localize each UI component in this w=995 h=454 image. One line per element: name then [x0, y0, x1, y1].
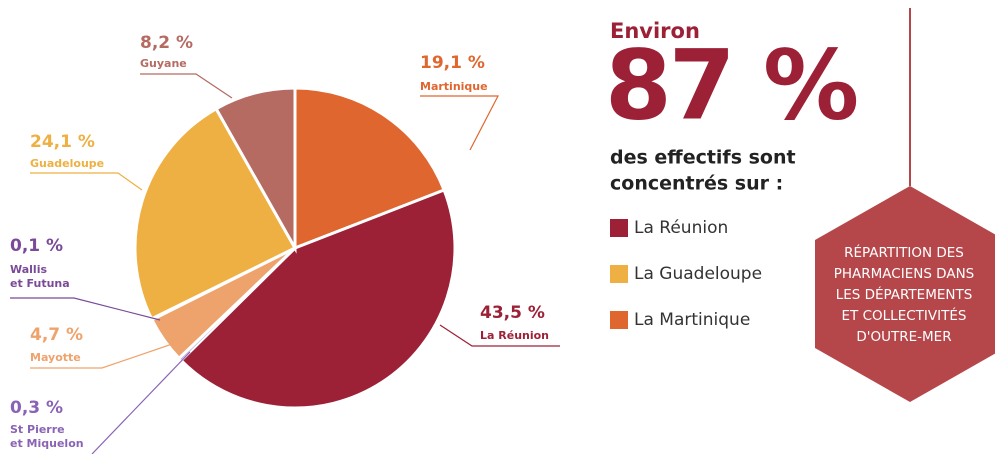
- value-label: 19,1 %: [420, 53, 485, 73]
- badge-line-text: LES DÉPARTEMENTS: [836, 286, 973, 303]
- pie-slice: [179, 188, 457, 410]
- pie-slice: [133, 106, 298, 321]
- pie-slice: [214, 86, 297, 254]
- category-label: St Pierre et Miquelon: [10, 423, 84, 450]
- legend-swatch: [610, 311, 628, 329]
- legend: La Réunion La Guadeloupe La Martinique: [610, 218, 762, 330]
- headline-line: concentrés sur :: [610, 173, 783, 195]
- category-label: Martinique: [420, 80, 488, 93]
- legend-label: La Guadeloupe: [634, 264, 762, 284]
- value-label: 4,7 %: [30, 325, 83, 345]
- value-label: 8,2 %: [140, 33, 193, 53]
- category-label: Guyane: [140, 57, 187, 70]
- value-label: 43,5 %: [480, 303, 545, 323]
- legend-swatch: [610, 265, 628, 283]
- leader-line: [10, 297, 161, 321]
- leader-line: [91, 351, 191, 454]
- leader-line: [30, 341, 179, 369]
- badge-line-text: RÉPARTITION DES: [844, 244, 964, 261]
- headline-prefix: Environ: [610, 19, 700, 43]
- legend-label: La Réunion: [634, 218, 728, 238]
- leader-line: [420, 95, 499, 151]
- category-label: Mayotte: [30, 351, 81, 364]
- leader-line: [140, 73, 233, 99]
- pie-slice: [293, 86, 447, 251]
- leader-line: [439, 324, 560, 347]
- badge-text: RÉPARTITION DES PHARMACIENS DANS LES DÉPAR…: [834, 244, 975, 345]
- headline-value: 87 %: [605, 29, 857, 141]
- category-label: Wallis et Futuna: [10, 263, 70, 290]
- headline-line: des effectifs sont: [610, 147, 796, 169]
- legend-label: La Martinique: [634, 310, 750, 330]
- leader-line: [30, 172, 143, 191]
- value-label: 0,1 %: [10, 236, 63, 256]
- value-label: 0,3 %: [10, 398, 63, 418]
- category-label: La Réunion: [480, 329, 549, 342]
- badge-hexagon: [815, 186, 995, 402]
- badge-line-text: PHARMACIENS DANS: [834, 266, 975, 282]
- legend-swatch: [610, 219, 628, 237]
- badge-line-text: ET COLLECTIVITÉS: [842, 307, 967, 324]
- category-label: Guadeloupe: [30, 157, 104, 170]
- badge-line-text: D'OUTRE-MER: [856, 329, 951, 345]
- value-label: 24,1 %: [30, 132, 95, 152]
- pie-chart: 19,1 % Martinique 43,5 % La Réunion 0,3 % St …: [10, 33, 560, 454]
